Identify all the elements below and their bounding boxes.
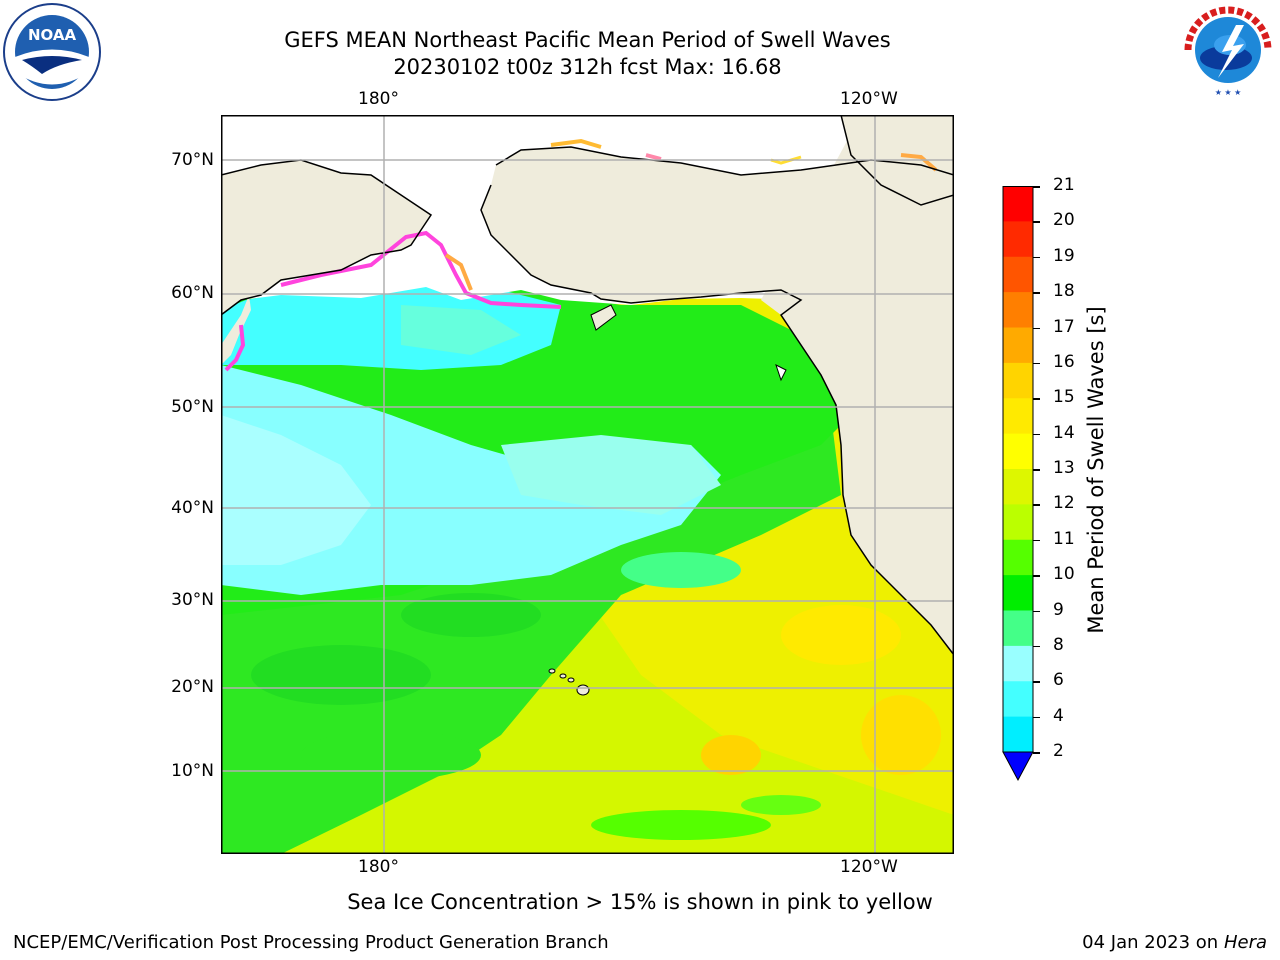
noaa-logo-icon: NOAA — [2, 2, 102, 102]
chart-subtitle: 20230102 t00z 312h fcst Max: 16.68 — [393, 55, 782, 79]
footer-host: Hera — [1223, 932, 1267, 953]
colorbar-tick — [1033, 221, 1040, 223]
colorbar-swatch — [1003, 610, 1033, 647]
colorbar-tick-label: 8 — [1053, 634, 1064, 655]
colorbar-tick-label: 11 — [1053, 528, 1075, 549]
colorbar-swatches — [1002, 186, 1034, 782]
colorbar-tick — [1033, 610, 1040, 612]
colorbar-tick — [1033, 256, 1040, 259]
colorbar-tick-label: 4 — [1053, 705, 1064, 726]
map-panel[interactable] — [221, 115, 954, 854]
lon-label-bottom-120w: 120°W — [840, 857, 898, 877]
lat-label-50n: 50°N — [171, 397, 214, 417]
lat-label-10n: 10°N — [171, 761, 214, 781]
colorbar-swatch — [1003, 504, 1033, 541]
colorbar-tick — [1033, 327, 1040, 329]
colorbar-extend-triangle — [1002, 751, 1034, 782]
nws-logo-icon: ★ ★ ★ — [1178, 0, 1278, 100]
colorbar-swatch — [1003, 221, 1033, 258]
lat-label-30n: 30°N — [171, 590, 214, 610]
colorbar-swatch — [1003, 398, 1033, 435]
colorbar-tick — [1033, 752, 1040, 754]
colorbar-tick — [1033, 575, 1040, 577]
colorbar-tick-label: 18 — [1053, 281, 1075, 302]
colorbar-tick — [1033, 186, 1040, 188]
colorbar-tick-label: 9 — [1053, 599, 1064, 620]
colorbar-tick — [1033, 433, 1040, 436]
colorbar-swatch — [1003, 716, 1033, 753]
colorbar-tick-label: 2 — [1053, 741, 1064, 761]
colorbar-tick — [1033, 292, 1040, 294]
colorbar-swatch — [1003, 186, 1033, 222]
colorbar-swatch — [1003, 469, 1033, 505]
colorbar-tick — [1033, 539, 1040, 542]
colorbar-tick-label: 19 — [1053, 245, 1075, 266]
colorbar — [1000, 186, 1040, 786]
colorbar-tick-label: 13 — [1053, 458, 1075, 478]
chart-title: GEFS MEAN Northeast Pacific Mean Period … — [284, 28, 891, 52]
colorbar-swatch — [1003, 256, 1033, 293]
svg-text:NOAA: NOAA — [28, 26, 77, 44]
colorbar-tick-label: 6 — [1053, 670, 1064, 691]
sea-ice-note: Sea Ice Concentration > 15% is shown in … — [347, 890, 933, 914]
map-canvas — [221, 115, 954, 854]
colorbar-tick-label: 10 — [1053, 564, 1075, 585]
colorbar-swatch — [1003, 681, 1033, 718]
colorbar-swatch — [1003, 539, 1033, 576]
colorbar-tick — [1033, 362, 1040, 365]
footer-credit: NCEP/EMC/Verification Post Processing Pr… — [13, 932, 609, 953]
colorbar-tick-label: 20 — [1053, 210, 1075, 231]
footer-date-text: 04 Jan 2023 on — [1082, 932, 1224, 953]
colorbar-swatch — [1003, 327, 1033, 364]
lon-label-bottom-180: 180° — [358, 857, 399, 877]
colorbar-tick — [1033, 504, 1040, 506]
colorbar-tick-label: 15 — [1053, 387, 1075, 408]
lat-label-20n: 20°N — [171, 677, 214, 697]
colorbar-tick-label: 17 — [1053, 316, 1075, 337]
colorbar-tick — [1033, 716, 1040, 719]
lat-label-70n: 70°N — [171, 150, 214, 170]
colorbar-swatch — [1003, 433, 1033, 470]
colorbar-swatch — [1003, 362, 1033, 399]
colorbar-tick-label: 21 — [1053, 175, 1075, 195]
svg-text:★ ★ ★: ★ ★ ★ — [1215, 88, 1242, 97]
colorbar-tick-label: 14 — [1053, 422, 1075, 443]
lon-label-top-120w: 120°W — [840, 89, 898, 109]
colorbar-swatch — [1003, 575, 1033, 611]
colorbar-tick — [1033, 645, 1040, 648]
footer-date: 04 Jan 2023 on Hera — [1082, 932, 1267, 953]
lat-label-60n: 60°N — [171, 283, 214, 303]
colorbar-swatch — [1003, 292, 1033, 328]
colorbar-tick-label: 16 — [1053, 351, 1075, 372]
colorbar-tick — [1033, 398, 1040, 400]
colorbar-tick-label: 12 — [1053, 493, 1075, 514]
colorbar-tick — [1033, 469, 1040, 471]
colorbar-swatch — [1003, 645, 1033, 682]
lon-label-top-180: 180° — [358, 89, 399, 109]
lat-label-40n: 40°N — [171, 498, 214, 518]
colorbar-label: Mean Period of Swell Waves [s] — [1084, 306, 1108, 634]
colorbar-tick — [1033, 681, 1040, 683]
